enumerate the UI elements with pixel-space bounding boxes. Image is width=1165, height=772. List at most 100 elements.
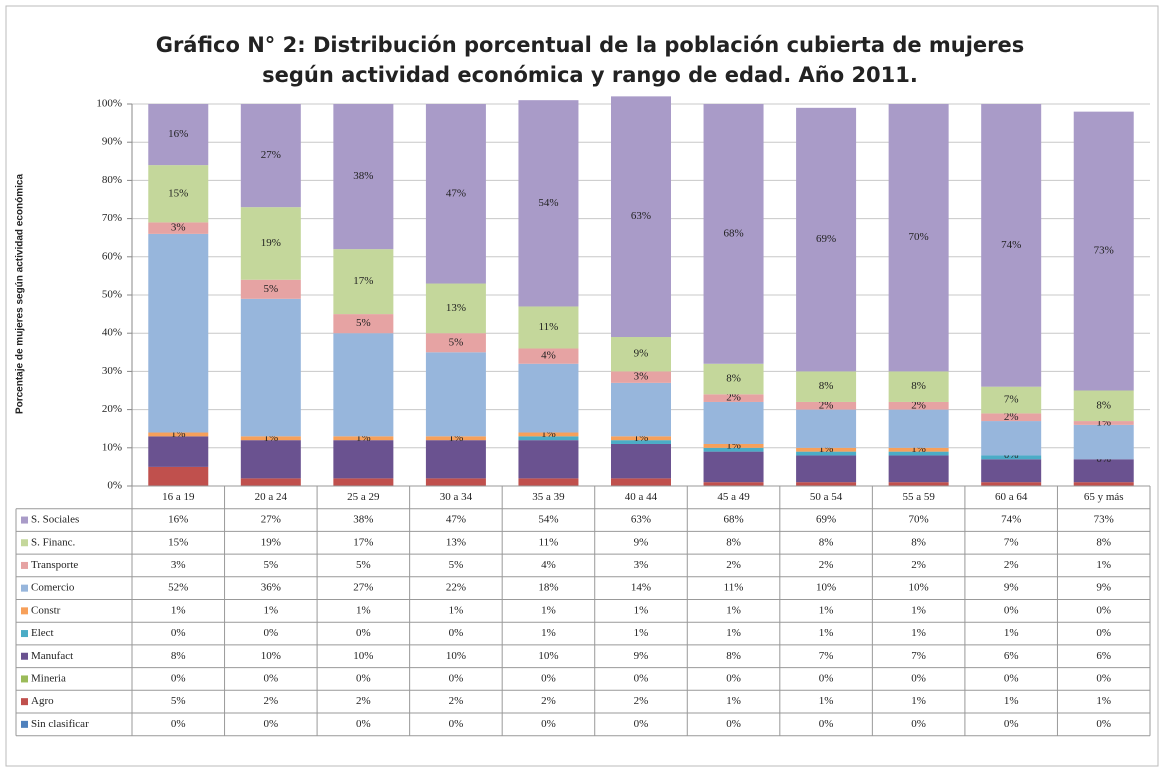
table-cell: 10%: [538, 650, 558, 662]
bar-segment: [796, 451, 857, 456]
x-tick-label: 55 a 59: [902, 491, 935, 503]
table-cell: 1%: [911, 627, 926, 639]
x-tick-label: 25 a 29: [347, 491, 380, 503]
table-cell: 3%: [171, 559, 186, 571]
table-cell: 0%: [449, 718, 464, 730]
table-cell: 1%: [634, 604, 649, 616]
table-cell: 0%: [541, 672, 556, 684]
bar-segment: [981, 104, 1042, 387]
data-label: 2%: [911, 399, 926, 411]
table-cell: 0%: [171, 718, 186, 730]
bar-segment: [981, 455, 1042, 460]
legend-key: [21, 652, 28, 660]
table-cell: 5%: [356, 559, 371, 571]
data-label: 68%: [723, 227, 743, 239]
table-cell: 0%: [1096, 604, 1111, 616]
table-cell: 7%: [819, 650, 834, 662]
bar-segment: [796, 409, 857, 448]
data-label: 5%: [356, 317, 371, 329]
bar-segment: [888, 451, 949, 456]
bar-segment: [888, 482, 949, 486]
table-cell: 8%: [726, 650, 741, 662]
table-cell: 0%: [1004, 604, 1019, 616]
data-label: 2%: [1004, 411, 1019, 423]
legend-label: Elect: [31, 627, 54, 639]
y-tick-label: 70%: [102, 212, 122, 224]
table-cell: 0%: [263, 672, 278, 684]
y-tick-label: 10%: [102, 441, 122, 453]
data-label: 8%: [726, 373, 741, 385]
data-label: 47%: [446, 187, 466, 199]
data-label: 11%: [539, 321, 559, 333]
bar-segment: [981, 386, 1042, 414]
table-cell: 0%: [726, 718, 741, 730]
table-cell: 16%: [168, 514, 188, 526]
bar-segment: [611, 96, 671, 338]
table-cell: 27%: [261, 514, 281, 526]
data-label: 27%: [261, 149, 281, 161]
bar-segment: [333, 478, 394, 486]
table-cell: 8%: [171, 650, 186, 662]
table-cell: 1%: [726, 604, 741, 616]
table-cell: 1%: [819, 627, 834, 639]
table-cell: 17%: [353, 536, 373, 548]
data-label: 9%: [634, 348, 649, 360]
table-cell: 1%: [449, 604, 464, 616]
bar-segment: [518, 436, 579, 441]
table-cell: 0%: [819, 718, 834, 730]
legend-label: Constr: [31, 604, 61, 616]
legend-label: Mineria: [31, 672, 66, 684]
bar-segment: [888, 455, 949, 483]
table-cell: 10%: [909, 582, 929, 594]
y-tick-label: 20%: [102, 403, 122, 415]
bar-segment: [611, 478, 671, 486]
bar-segment: [1073, 111, 1134, 391]
data-label: 54%: [538, 197, 558, 209]
table-cell: 0%: [541, 718, 556, 730]
y-tick-label: 0%: [107, 480, 122, 492]
table-cell: 8%: [911, 536, 926, 548]
table-cell: 68%: [723, 514, 743, 526]
table-cell: 1%: [634, 627, 649, 639]
table-cell: 5%: [449, 559, 464, 571]
bar-segment: [425, 104, 486, 284]
y-axis-label: Porcentaje de mujeres según actividad ec…: [15, 174, 26, 415]
x-tick-label: 35 a 39: [532, 491, 565, 503]
bar-segment: [333, 249, 394, 315]
bar-segment: [148, 233, 209, 433]
bar-segment: [425, 440, 486, 479]
table-cell: 0%: [911, 672, 926, 684]
table-cell: 1%: [263, 604, 278, 616]
bar-segment: [703, 394, 764, 402]
data-label: 15%: [168, 187, 188, 199]
data-label: 63%: [631, 210, 651, 222]
table-cell: 10%: [261, 650, 281, 662]
table-cell: 1%: [171, 604, 186, 616]
table-cell: 2%: [819, 559, 834, 571]
x-tick-label: 45 a 49: [717, 491, 750, 503]
table-cell: 9%: [634, 650, 649, 662]
bar-segment: [240, 436, 301, 441]
table-cell: 0%: [634, 718, 649, 730]
data-label: 4%: [541, 350, 556, 362]
legend-key: [21, 675, 28, 683]
x-tick-label: 60 a 64: [995, 491, 1028, 503]
bar-segment: [1073, 421, 1134, 425]
table-cell: 0%: [449, 627, 464, 639]
table-cell: 2%: [726, 559, 741, 571]
data-label: 8%: [911, 380, 926, 392]
x-tick-label: 16 a 19: [162, 491, 195, 503]
bar-segment: [703, 443, 764, 448]
legend-key: [21, 698, 28, 706]
table-cell: 52%: [168, 582, 188, 594]
legend-key: [21, 584, 28, 592]
table-cell: 7%: [1004, 536, 1019, 548]
table-cell: 10%: [446, 650, 466, 662]
bar-segment: [425, 352, 486, 437]
bar-segment: [425, 478, 486, 486]
table-cell: 6%: [1096, 650, 1111, 662]
table-cell: 69%: [816, 514, 836, 526]
bar-segment: [240, 298, 301, 437]
bar-segment: [888, 104, 949, 372]
table-cell: 0%: [171, 672, 186, 684]
